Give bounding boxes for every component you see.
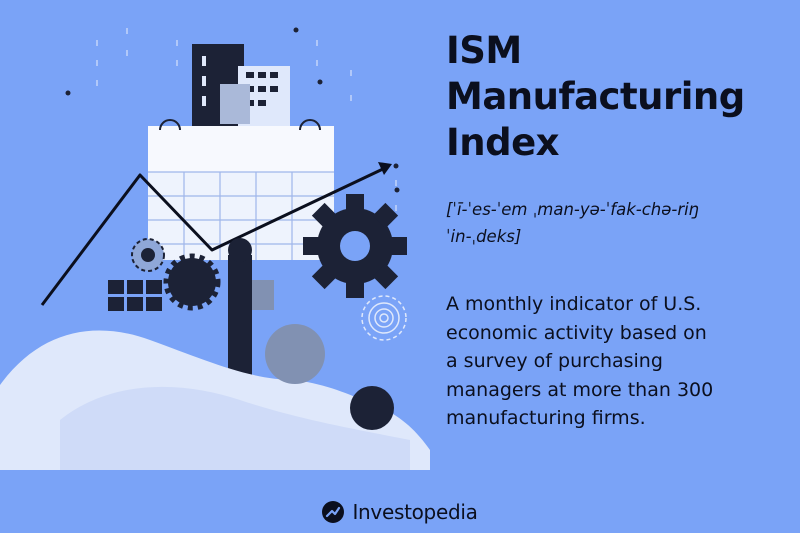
description-line-5: manufacturing firms. xyxy=(446,407,646,429)
investopedia-logo-icon xyxy=(322,501,345,523)
description-line-2: economic activity based on xyxy=(446,321,707,344)
small-gear-icon xyxy=(131,238,165,272)
pronunciation: [ˈī-ˈes-ˈem ˌman-yə-ˈfak-chə-riŋ ˈin-ˌde… xyxy=(446,196,786,250)
trend-arrow-icon xyxy=(40,162,392,306)
description-line-1: A monthly indicator of U.S. xyxy=(446,293,702,315)
description: A monthly indicator of U.S. economic act… xyxy=(446,290,791,433)
brand-name: Investopedia xyxy=(352,500,478,524)
dots xyxy=(65,27,400,193)
building-icon xyxy=(192,44,290,128)
title-line-2: Manufacturing xyxy=(446,75,745,118)
background-streaks xyxy=(96,28,397,211)
description-line-3: a survey of purchasing xyxy=(446,350,663,372)
hill-shade xyxy=(60,386,410,470)
title-line-1: ISM xyxy=(446,29,522,72)
dark-gear-icon xyxy=(163,253,221,311)
illustration xyxy=(0,27,430,470)
description-line-4: managers at more than 300 xyxy=(446,378,714,401)
pronunciation-line-2: ˈin-ˌdeks] xyxy=(446,227,522,246)
brand-footer: Investopedia xyxy=(0,498,800,526)
pronunciation-line-1: [ˈī-ˈes-ˈem ˌman-yə-ˈfak-chə-riŋ xyxy=(446,200,700,219)
target-icon xyxy=(361,295,407,341)
page-title: ISM Manufacturing Index xyxy=(446,28,786,166)
gear-icon xyxy=(303,194,407,298)
spheres xyxy=(265,324,394,430)
grid-icon xyxy=(108,280,162,311)
person-figure xyxy=(228,238,274,385)
title-line-3: Index xyxy=(446,121,560,164)
